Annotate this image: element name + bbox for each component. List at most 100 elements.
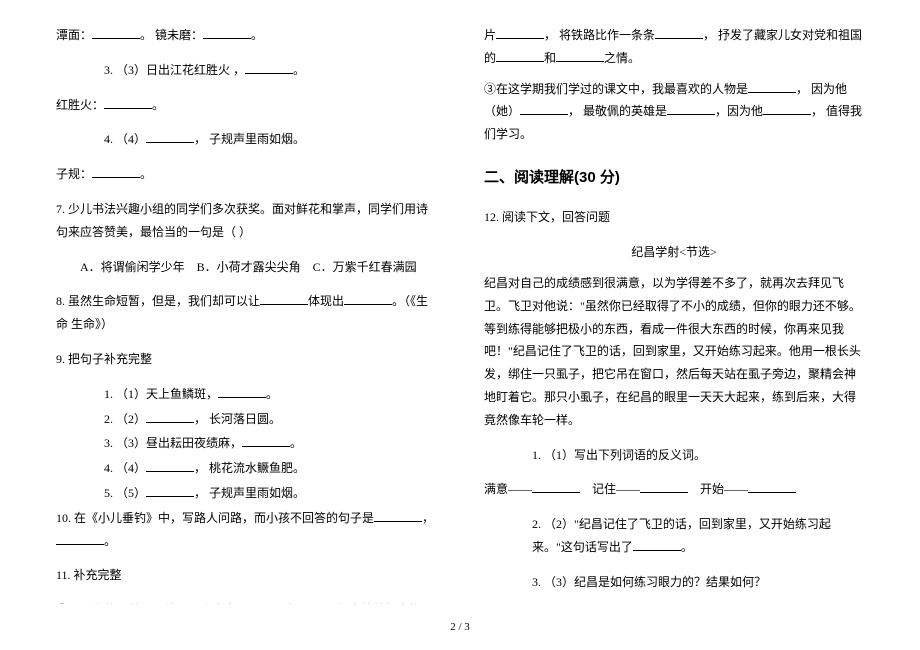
text: ， 将铁路比作一条条: [544, 28, 655, 42]
text: 之情。: [604, 51, 640, 65]
blank: [146, 460, 194, 472]
text: 片: [484, 28, 496, 42]
item-4: 4. （4） ， 子规声里雨如烟。: [56, 128, 436, 151]
question-10: 10. 在《小儿垂钓》中，写路人问路，而小孩不回答的句子是 ， 。: [56, 507, 436, 553]
text: 5. （5）: [104, 486, 146, 500]
question-12: 12. 阅读下文，回答问题: [484, 206, 864, 229]
text: 12. 阅读下文，回答问题: [484, 210, 610, 224]
text: 11. 补充完整: [56, 568, 122, 582]
q9-item-1: 1. （1）天上鱼鳞斑， 。: [104, 383, 436, 406]
question-9: 9. 把句子补充完整: [56, 348, 436, 371]
blank: [146, 131, 194, 143]
passage-body: 纪昌对自己的成绩感到很满意，以为学得差不多了，就再次去拜见飞卫。飞卫对他说："虽…: [484, 272, 864, 432]
blank: [655, 27, 703, 39]
line-hongshenghuo: 红胜火： 。: [56, 94, 436, 117]
blank: [218, 386, 266, 398]
question-11-3: ③在这学期我们学过的课文中，我最喜欢的人物是， 因为他（她）， 最敬佩的英雄是，…: [484, 78, 864, 146]
text: 2. （2）: [104, 412, 146, 426]
blank: [520, 103, 568, 115]
text: 。: [266, 387, 278, 401]
text: 开始——: [688, 482, 748, 496]
text: 。: [290, 436, 302, 450]
text: 9. 把句子补充完整: [56, 352, 152, 366]
text: 。: [681, 540, 693, 554]
text: 4. （4）: [104, 461, 146, 475]
text: 3. （3）日出江花红胜火 ，: [104, 63, 245, 77]
question-12-2: 2. （2）"纪昌记住了飞卫的话，回到家里，又开始练习起来。"这句话写出了。: [484, 513, 864, 559]
text: 10. 在《小儿垂钓》中，写路人问路，而小孩不回答的句子是: [56, 511, 374, 525]
text: ，: [422, 511, 434, 525]
right-column: 片， 将铁路比作一条条， 抒发了藏家儿女对党和祖国的和之情。 ③在这学期我们学过…: [484, 24, 864, 604]
text: ， 长河落日圆。: [194, 412, 281, 426]
blank: [104, 97, 152, 109]
continuation-11-2: 片， 将铁路比作一条条， 抒发了藏家儿女对党和祖国的和之情。: [484, 24, 864, 70]
text: ①叶绍翁的《游园不值》一诗中寓理于景，表现"一切新生的美好事物是封锁不了、禁锢不…: [56, 603, 433, 604]
blank: [203, 27, 251, 39]
blank: [374, 510, 422, 522]
text: 1. （1）写出下列词语的反义词。: [532, 448, 706, 462]
blank: [56, 533, 104, 545]
question-7-options: A．将谓偷闲学少年 B．小荷才露尖尖角 C．万紫千红春满园: [56, 256, 436, 279]
text: 。: [251, 28, 263, 42]
text: ， 桃花流水鳜鱼肥。: [194, 461, 305, 475]
text: 满意——: [484, 482, 532, 496]
blank: [260, 293, 308, 305]
question-7: 7. 少儿书法兴趣小组的同学们多次获奖。面对鲜花和掌声，同学们用诗句来应答赞美，…: [56, 198, 436, 244]
question-11-1: ①叶绍翁的《游园不值》一诗中寓理于景，表现"一切新生的美好事物是封锁不了、禁锢不…: [56, 599, 436, 604]
blank: [496, 27, 544, 39]
blank: [763, 103, 811, 115]
text: ， 最敬佩的英雄是: [568, 104, 667, 118]
question-12-1-blanks: 满意—— 记住—— 开始——: [484, 478, 864, 501]
blank: [496, 50, 544, 62]
blank: [532, 481, 580, 493]
blank: [146, 411, 194, 423]
text: 。: [152, 98, 164, 112]
text: 3. （3）纪昌是如何练习眼力的？结果如何？: [532, 575, 766, 589]
text: 1. （1）天上鱼鳞斑，: [104, 387, 218, 401]
blank: [556, 50, 604, 62]
text: 和: [544, 51, 556, 65]
text: 潭面：: [56, 28, 92, 42]
blank: [640, 481, 688, 493]
blank: [92, 27, 140, 39]
line-tanmian: 潭面： 。 镜未磨： 。: [56, 24, 436, 47]
passage-title: 纪昌学射<节选>: [484, 241, 864, 264]
text: 记住——: [580, 482, 640, 496]
text: 体现出: [308, 294, 344, 308]
text: 。 镜未磨：: [140, 28, 203, 42]
text: 8. 虽然生命短暂，但是，我们却可以让: [56, 294, 260, 308]
text: 。: [293, 63, 305, 77]
q9-item-2: 2. （2） ， 长河落日圆。: [104, 408, 436, 431]
text: 。: [104, 534, 116, 548]
blank: [633, 539, 681, 551]
text: ③在这学期我们学过的课文中，我最喜欢的人物是: [484, 82, 748, 96]
blank: [146, 485, 194, 497]
text: 4. （4）: [104, 132, 146, 146]
text: ，因为他: [715, 104, 763, 118]
blank: [242, 435, 290, 447]
text: 。: [140, 167, 152, 181]
blank: [245, 62, 293, 74]
blank: [667, 103, 715, 115]
blank: [344, 293, 392, 305]
section-2-title: 二、阅读理解(30 分): [484, 164, 864, 193]
question-9-list: 1. （1）天上鱼鳞斑， 。 2. （2） ， 长河落日圆。 3. （3）昼出耘田夜…: [56, 383, 436, 505]
text: A．将谓偷闲学少年 B．小荷才露尖尖角 C．万紫千红春满园: [80, 260, 417, 274]
blank: [92, 166, 140, 178]
text: ， 子规声里雨如烟。: [194, 486, 305, 500]
q9-item-4: 4. （4） ， 桃花流水鳜鱼肥。: [104, 457, 436, 480]
question-12-1: 1. （1）写出下列词语的反义词。: [484, 444, 864, 467]
text: 7. 少儿书法兴趣小组的同学们多次获奖。面对鲜花和掌声，同学们用诗句来应答赞美，…: [56, 202, 428, 239]
left-column: 潭面： 。 镜未磨： 。 3. （3）日出江花红胜火 ， 。 红胜火： 。 4. （4）…: [56, 24, 436, 604]
text: 红胜火：: [56, 98, 104, 112]
question-11: 11. 补充完整: [56, 564, 436, 587]
text: 子规：: [56, 167, 92, 181]
q9-item-5: 5. （5） ， 子规声里雨如烟。: [104, 482, 436, 505]
q9-item-3: 3. （3）昼出耘田夜绩麻， 。: [104, 432, 436, 455]
text: 3. （3）昼出耘田夜绩麻，: [104, 436, 242, 450]
question-8: 8. 虽然生命短暂，但是，我们却可以让体现出。（《生命 生命》）: [56, 290, 436, 336]
item-3: 3. （3）日出江花红胜火 ， 。: [56, 59, 436, 82]
line-zigui: 子规： 。: [56, 163, 436, 186]
text: ， 子规声里雨如烟。: [194, 132, 305, 146]
blank: [748, 81, 796, 93]
